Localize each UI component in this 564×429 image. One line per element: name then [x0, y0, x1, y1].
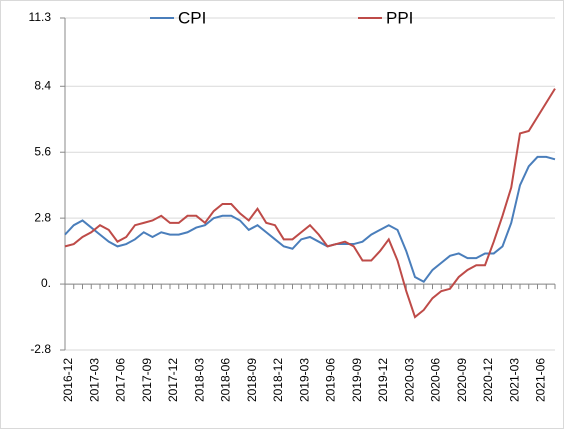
x-tick-label: 2017-12 — [166, 358, 180, 402]
x-tick-label: 2017-03 — [87, 358, 101, 402]
y-tick-label: -2.8 — [30, 342, 51, 356]
y-tick-label: 0. — [41, 276, 51, 290]
y-tick-label: 8.4 — [34, 78, 51, 92]
x-tick-label: 2021-03 — [507, 358, 521, 402]
x-tick-label: 2017-06 — [114, 358, 128, 402]
x-tick-label: 2019-09 — [350, 358, 364, 402]
x-tick-label: 2017-09 — [140, 358, 154, 402]
y-tick-label: 11.3 — [29, 10, 52, 24]
legend-label: CPI — [178, 8, 206, 27]
x-tick-label: 2016-12 — [61, 358, 75, 402]
x-tick-label: 2021-06 — [534, 358, 548, 402]
x-tick-label: 2019-12 — [376, 358, 390, 402]
x-tick-label: 2020-09 — [455, 358, 469, 402]
line-series — [64, 88, 556, 319]
line-series — [64, 155, 556, 284]
y-tick-label: 5.6 — [34, 144, 51, 158]
y-tick-label: 2.8 — [34, 210, 51, 224]
x-tick-label: 2020-06 — [429, 358, 443, 402]
x-tick-label: 2020-12 — [481, 358, 495, 402]
x-tick-label: 2018-03 — [192, 358, 206, 402]
x-tick-label: 2020-03 — [402, 358, 416, 402]
x-tick-label: 2019-06 — [324, 358, 338, 402]
x-tick-label: 2018-12 — [271, 358, 285, 402]
x-tick-label: 2019-03 — [297, 358, 311, 402]
x-tick-label: 2018-06 — [219, 358, 233, 402]
legend-label: PPI — [386, 8, 413, 27]
x-tick-label: 2018-09 — [245, 358, 259, 402]
